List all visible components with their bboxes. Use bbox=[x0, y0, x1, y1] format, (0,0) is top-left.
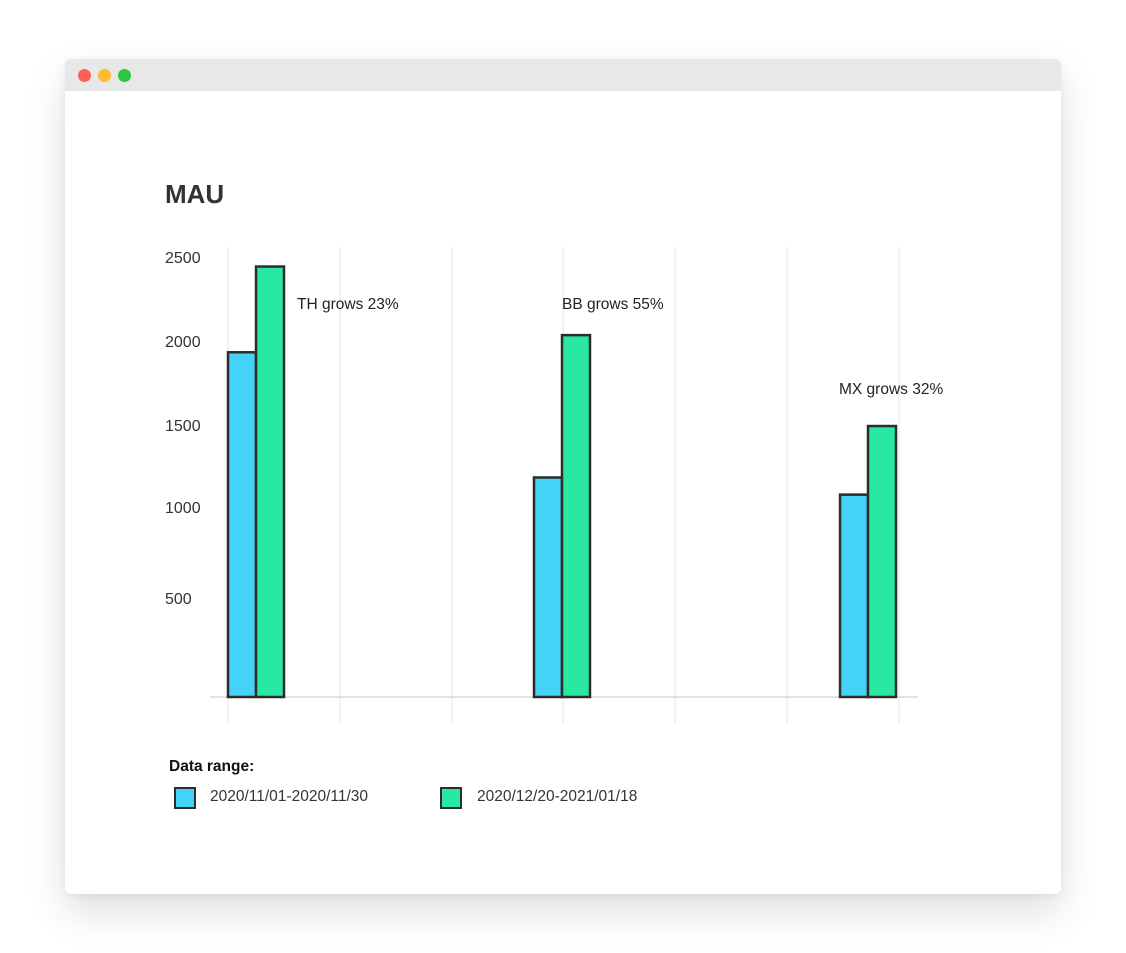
chart-title: MAU bbox=[165, 179, 224, 209]
legend-title: Data range: bbox=[169, 758, 254, 775]
annotation-bb-growth: BB grows 55% bbox=[562, 296, 664, 313]
chart-grid bbox=[227, 247, 900, 723]
y-tick-label: 500 bbox=[165, 591, 192, 608]
bars-layer bbox=[226, 265, 898, 699]
y-tick-labels: 500 1000 1500 2000 2500 bbox=[165, 250, 201, 608]
legend-label-series-1: 2020/11/01-2020/11/30 bbox=[210, 788, 368, 805]
y-tick-label: 2500 bbox=[165, 250, 201, 267]
bar-mx-series-2 bbox=[866, 424, 898, 699]
close-window-button[interactable] bbox=[78, 69, 91, 82]
y-tick-label: 2000 bbox=[165, 334, 201, 351]
bar-th-series-2 bbox=[254, 265, 286, 699]
zoom-window-button[interactable] bbox=[118, 69, 131, 82]
app-window: MAU 500 1000 1500 2000 2500 TH grows 23% BB … bbox=[65, 59, 1061, 894]
legend-label-series-2: 2020/12/20-2021/01/18 bbox=[477, 788, 637, 805]
legend-swatch-series-2 bbox=[440, 787, 462, 809]
legend-swatch-series-1 bbox=[174, 787, 196, 809]
annotation-th-growth: TH grows 23% bbox=[297, 296, 399, 313]
bar-bb-series-1 bbox=[532, 476, 564, 699]
bar-th-series-1 bbox=[226, 351, 258, 699]
y-tick-label: 1000 bbox=[165, 500, 201, 517]
y-tick-label: 1500 bbox=[165, 418, 201, 435]
minimize-window-button[interactable] bbox=[98, 69, 111, 82]
bar-bb-series-2 bbox=[560, 333, 592, 699]
mau-bar-chart: MAU 500 1000 1500 2000 2500 TH grows 23% BB … bbox=[165, 179, 943, 809]
window-titlebar bbox=[65, 59, 1061, 91]
bar-mx-series-1 bbox=[838, 493, 870, 699]
annotation-mx-growth: MX grows 32% bbox=[839, 381, 943, 398]
